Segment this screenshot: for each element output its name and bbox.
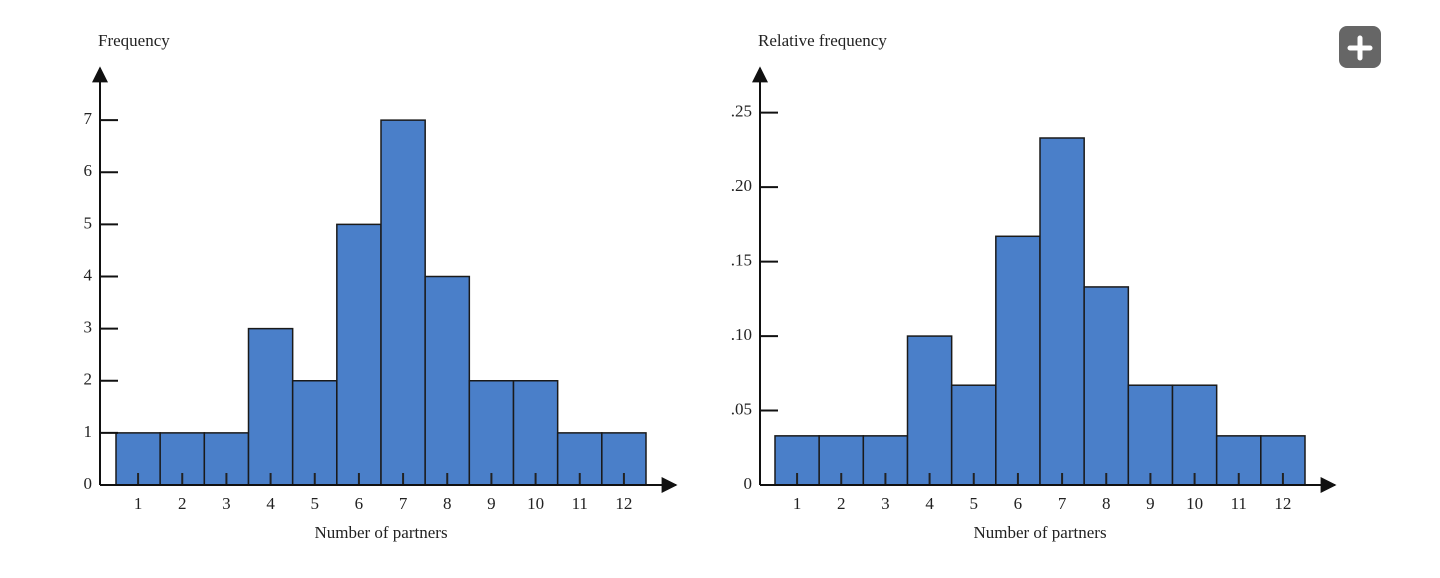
x-tick-label: 9 — [1146, 494, 1155, 513]
y-tick-label: 7 — [84, 109, 93, 128]
x-tick-label: 2 — [837, 494, 846, 513]
y-tick-label: 5 — [84, 213, 93, 232]
x-tick-label: 6 — [355, 494, 364, 513]
y-tick-label: .10 — [731, 325, 752, 344]
x-tick-label: 4 — [266, 494, 275, 513]
bar — [424, 275, 471, 486]
y-tick-label: 0 — [84, 474, 93, 493]
x-tick-label: 3 — [881, 494, 890, 513]
x-tick-label: 5 — [970, 494, 979, 513]
y-tick-label: .05 — [731, 399, 752, 418]
bar — [336, 223, 382, 486]
x-axis-label: Number of partners — [314, 523, 447, 542]
bar — [380, 119, 426, 486]
bar — [995, 235, 1041, 486]
expand-button[interactable] — [1339, 26, 1381, 68]
bar — [906, 335, 953, 486]
plus-icon[interactable] — [1347, 35, 1373, 61]
x-tick-label: 10 — [1186, 494, 1203, 513]
bar — [468, 380, 515, 486]
x-tick-label: 10 — [527, 494, 544, 513]
bar — [247, 327, 294, 486]
x-tick-label: 7 — [399, 494, 408, 513]
y-tick-label: 6 — [84, 161, 93, 180]
y-tick-label: 2 — [84, 370, 93, 389]
x-tick-label: 1 — [134, 494, 143, 513]
x-tick-label: 1 — [793, 494, 802, 513]
x-tick-label: 12 — [615, 494, 632, 513]
bar — [950, 384, 997, 486]
x-tick-label: 6 — [1014, 494, 1023, 513]
bar — [1127, 384, 1174, 486]
x-tick-label: 9 — [487, 494, 496, 513]
y-tick-label: 1 — [84, 422, 93, 441]
x-tick-label: 5 — [311, 494, 320, 513]
bar — [1039, 137, 1085, 486]
x-tick-label: 4 — [925, 494, 934, 513]
x-tick-label: 11 — [572, 494, 588, 513]
bar — [1171, 384, 1218, 486]
x-tick-label: 12 — [1274, 494, 1291, 513]
y-axis-label: Relative frequency — [758, 31, 887, 50]
x-tick-label: 8 — [1102, 494, 1111, 513]
x-axis-label: Number of partners — [973, 523, 1106, 542]
y-tick-label: 4 — [84, 265, 93, 284]
bar — [1083, 286, 1130, 486]
x-tick-label: 2 — [178, 494, 187, 513]
y-axis-label: Frequency — [98, 31, 170, 50]
y-tick-label: .20 — [731, 176, 752, 195]
x-tick-label: 8 — [443, 494, 452, 513]
y-tick-label: 3 — [84, 318, 93, 337]
bar — [512, 380, 559, 486]
y-tick-label: .15 — [731, 251, 752, 270]
bar — [291, 380, 338, 486]
y-tick-label: 0 — [744, 474, 753, 493]
x-tick-label: 11 — [1231, 494, 1247, 513]
x-tick-label: 3 — [222, 494, 231, 513]
y-tick-label: .25 — [731, 102, 752, 121]
x-tick-label: 7 — [1058, 494, 1067, 513]
